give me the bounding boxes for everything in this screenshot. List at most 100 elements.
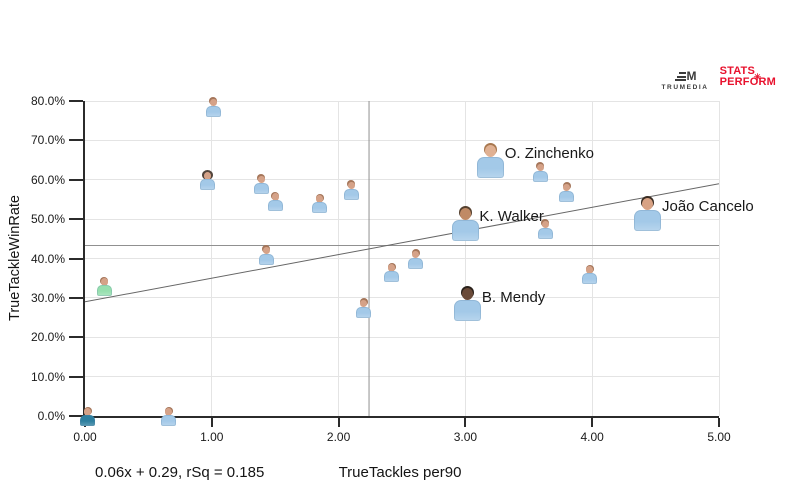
player-jersey-icon: [253, 182, 269, 194]
player-point[interactable]: [356, 298, 372, 318]
y-gridline: [85, 100, 719, 102]
stats-perform-line2: PERFORM: [719, 76, 776, 89]
player-jersey-icon: [582, 273, 598, 285]
y-tick-mark: [69, 336, 83, 339]
y-gridline: [85, 336, 719, 338]
player-head-icon: [204, 172, 212, 180]
player-point[interactable]: [253, 174, 269, 194]
player-label: João Cancelo: [661, 198, 754, 216]
player-point[interactable]: [454, 286, 482, 322]
player-head-icon: [536, 163, 544, 172]
x-tick-mark: [337, 418, 340, 427]
player-head-icon: [586, 266, 594, 274]
player-point[interactable]: [343, 180, 359, 200]
player-head-icon: [271, 193, 279, 201]
y-tick-label: 10.0%: [30, 369, 65, 384]
trend-equation: 0.06x + 0.29, rSq = 0.185: [95, 464, 265, 481]
x-tick-mark: [591, 418, 594, 427]
player-head-icon: [485, 144, 497, 157]
player-head-icon: [262, 246, 270, 255]
player-jersey-icon: [384, 271, 400, 283]
y-tick-mark: [69, 139, 83, 142]
player-jersey-icon: [477, 156, 505, 178]
player-point[interactable]: [384, 262, 400, 283]
player-head-icon: [563, 183, 571, 192]
trend-line: [85, 183, 719, 303]
player-jersey-icon: [200, 178, 216, 190]
player-jersey-icon: [267, 200, 283, 212]
player-jersey-icon: [96, 285, 112, 297]
player-point[interactable]: [200, 169, 216, 190]
x-tick-mark: [210, 418, 213, 427]
x-tick-label: 1.00: [200, 430, 224, 444]
player-jersey-icon: [356, 306, 372, 318]
logo-row: M TRUMEDIA STATS PERFORM ✳: [661, 65, 776, 91]
player-point[interactable]: [537, 219, 553, 239]
player-point[interactable]: [267, 191, 283, 212]
y-tick-label: 50.0%: [30, 212, 65, 227]
player-jersey-icon: [454, 300, 482, 322]
trumedia-wordmark: TRUMEDIA: [661, 84, 709, 91]
player-jersey-icon: [451, 219, 479, 241]
player-jersey-icon: [559, 190, 575, 202]
player-jersey-icon: [537, 227, 553, 239]
x-gridline: [718, 101, 720, 416]
x-tick-label: 5.00: [707, 430, 731, 444]
y-tick-mark: [69, 415, 83, 417]
player-point[interactable]: [532, 162, 548, 182]
y-tick-mark: [69, 257, 83, 260]
plot-area: 0.00 1.00 2.00 3.00 4.00 5.00 0.0% 10.0% 20.0% 30…: [31, 94, 754, 444]
player-label: O. Zinchenko: [504, 145, 594, 163]
stats-perform-logo: STATS PERFORM ✳: [719, 65, 776, 89]
player-point[interactable]: [205, 97, 221, 117]
y-tick-mark: [69, 375, 83, 378]
player-head-icon: [360, 299, 368, 308]
player-jersey-icon: [634, 209, 662, 231]
player-head-icon: [257, 175, 265, 184]
player-head-icon: [459, 207, 471, 220]
x-tick-mark: [718, 418, 720, 427]
y-tick-label: 20.0%: [30, 330, 65, 345]
x-tick-label: 2.00: [326, 430, 351, 444]
player-point[interactable]: [451, 205, 479, 241]
x-axis-title: TrueTackles per90: [338, 464, 462, 481]
player-point[interactable]: [258, 245, 274, 265]
player-point[interactable]: [161, 406, 177, 426]
player-head-icon: [165, 408, 173, 416]
player-point[interactable]: [312, 193, 328, 214]
player-label: K. Walker: [479, 208, 544, 226]
player-point[interactable]: [80, 406, 96, 426]
player-jersey-icon: [258, 253, 274, 265]
trumedia-m-glyph: M: [686, 69, 697, 83]
x-tick-label: 0.00: [73, 430, 97, 444]
player-point[interactable]: [477, 142, 505, 178]
player-point[interactable]: [634, 195, 662, 231]
y-tick-mark: [69, 296, 83, 299]
y-tick-mark: [69, 218, 83, 221]
x-tick-mark: [464, 418, 467, 427]
player-head-icon: [100, 278, 108, 286]
y-gridline: [85, 218, 719, 220]
y-gridline: [85, 258, 719, 259]
y-gridline: [85, 179, 719, 181]
player-point[interactable]: [96, 276, 112, 297]
player-head-icon: [347, 181, 355, 190]
trumedia-bars-icon: [674, 72, 686, 81]
player-head-icon: [84, 408, 92, 416]
player-label: B. Mendy: [481, 288, 546, 306]
player-jersey-icon: [343, 188, 359, 200]
player-jersey-icon: [312, 202, 328, 214]
trumedia-mark-icon: M: [674, 69, 697, 83]
player-point[interactable]: [582, 264, 598, 285]
y-tick-mark: [69, 178, 83, 181]
player-jersey-icon: [532, 170, 548, 182]
stats-perform-line1: STATS: [719, 65, 756, 77]
y-tick-label: 60.0%: [30, 172, 65, 187]
x-tick-label: 3.00: [453, 430, 478, 444]
player-point[interactable]: [559, 182, 575, 202]
y-tick-label: 80.0%: [30, 94, 65, 108]
player-point[interactable]: [408, 249, 424, 269]
y-gridline: [85, 376, 719, 378]
player-head-icon: [462, 288, 474, 301]
player-jersey-icon: [408, 257, 424, 269]
